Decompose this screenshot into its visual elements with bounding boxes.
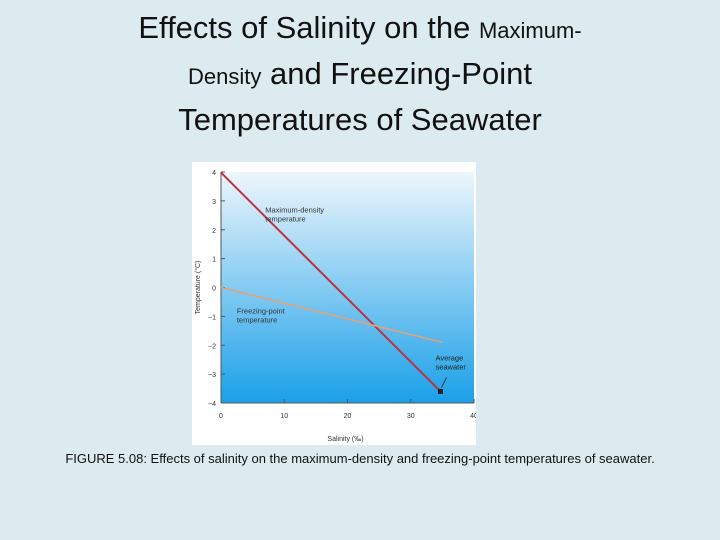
title-line3: Temperatures of Seawater bbox=[178, 102, 542, 137]
x-tick-label: 10 bbox=[280, 413, 288, 420]
y-tick-label: −4 bbox=[208, 401, 216, 408]
y-tick-label: 0 bbox=[212, 286, 216, 293]
average-seawater-marker bbox=[437, 388, 443, 394]
max-density-label: temperature bbox=[265, 214, 305, 223]
freezing-point-label: Freezing-point bbox=[237, 306, 286, 315]
title-line1: Effects of Salinity on the bbox=[138, 10, 479, 45]
y-tick-label: 3 bbox=[212, 199, 216, 206]
slide-title: Effects of Salinity on the Maximum- Dens… bbox=[0, 6, 720, 141]
title-line2: and Freezing-Point bbox=[261, 56, 532, 91]
y-tick-label: 1 bbox=[212, 257, 216, 264]
y-tick-label: 4 bbox=[212, 170, 216, 177]
chart-figure: 4 3 2 1 0 −1 −2 −3 −4 0 10 20 30 40 Salinity (‰) Temper… bbox=[192, 162, 476, 445]
y-axis-label: Temperature (°C) bbox=[194, 261, 202, 315]
y-tick-label: −1 bbox=[208, 314, 216, 321]
x-tick-label: 30 bbox=[407, 413, 415, 420]
freezing-point-label: temperature bbox=[237, 315, 277, 324]
plot-area bbox=[221, 172, 474, 403]
max-density-line bbox=[220, 171, 442, 393]
freezing-point-line bbox=[220, 286, 443, 344]
figure-caption: FIGURE 5.08: Effects of salinity on the … bbox=[65, 451, 655, 466]
average-seawater-label: seawater bbox=[435, 362, 466, 371]
x-tick-label: 20 bbox=[344, 413, 352, 420]
y-tick-label: −2 bbox=[208, 343, 216, 350]
y-tick-label: −3 bbox=[208, 372, 216, 379]
x-tick-label: 0 bbox=[219, 413, 223, 420]
annotation-pointer bbox=[441, 377, 447, 388]
average-seawater-label: Average bbox=[435, 353, 463, 362]
y-tick-label: 2 bbox=[212, 228, 216, 235]
title-line1-small: Maximum- bbox=[478, 18, 582, 43]
max-density-label: Maximum-density bbox=[265, 205, 324, 214]
title-line2-small: Density bbox=[188, 64, 262, 89]
x-axis-label: Salinity (‰) bbox=[327, 436, 363, 443]
x-tick-label: 40 bbox=[470, 413, 476, 420]
